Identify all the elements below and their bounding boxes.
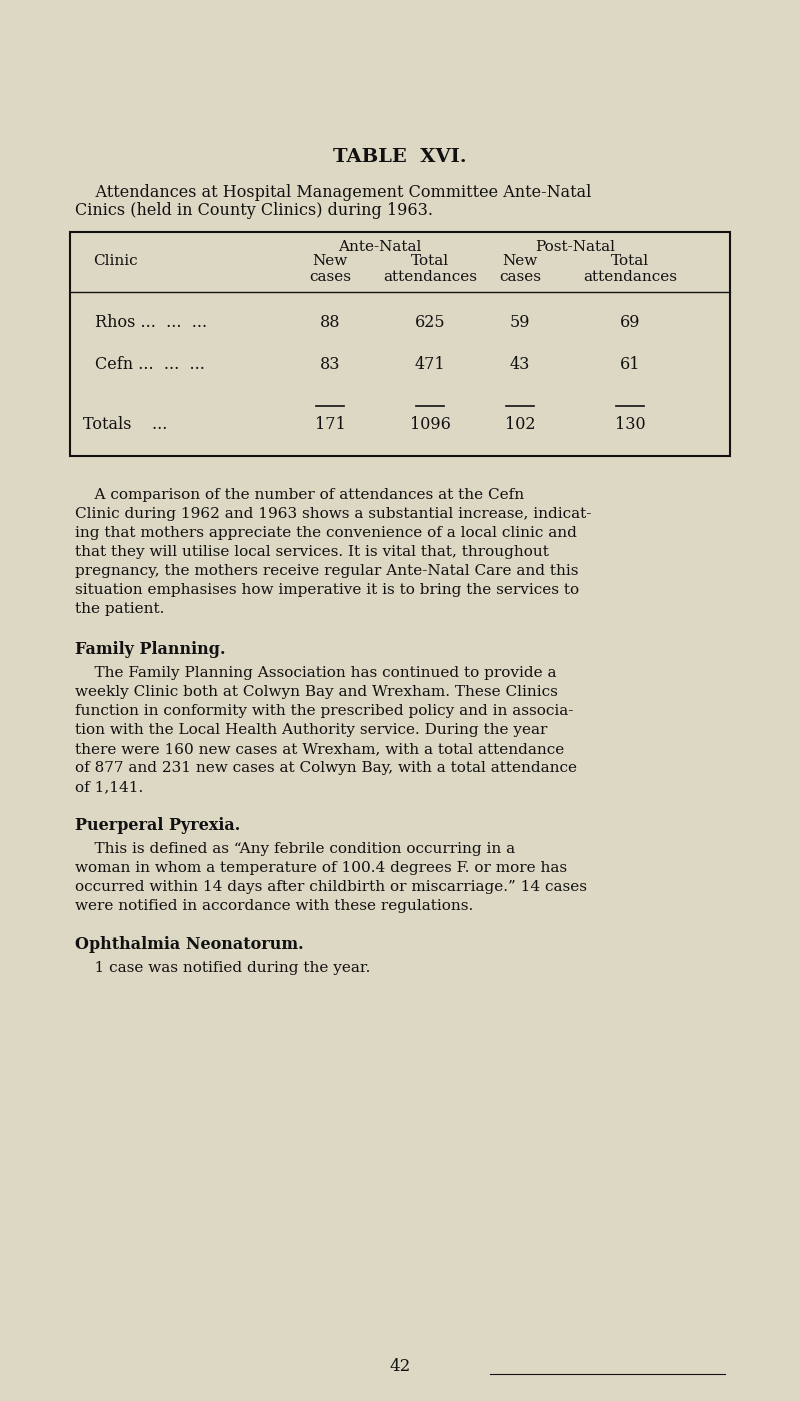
Text: 102: 102 <box>505 416 535 433</box>
Text: The Family Planning Association has continued to provide a: The Family Planning Association has cont… <box>75 665 557 679</box>
Text: 130: 130 <box>614 416 646 433</box>
Text: tion with the Local Health Authority service. During the year: tion with the Local Health Authority ser… <box>75 723 547 737</box>
Text: woman in whom a temperature of 100.4 degrees F. or more has: woman in whom a temperature of 100.4 deg… <box>75 862 567 876</box>
Text: Total
attendances: Total attendances <box>383 254 477 284</box>
Text: Ophthalmia Neonatorum.: Ophthalmia Neonatorum. <box>75 936 304 953</box>
Text: Family Planning.: Family Planning. <box>75 642 226 658</box>
Text: Attendances at Hospital Management Committee Ante-Natal: Attendances at Hospital Management Commi… <box>75 184 591 200</box>
Text: 42: 42 <box>390 1358 410 1374</box>
Text: Clinic during 1962 and 1963 shows a substantial increase, indicat-: Clinic during 1962 and 1963 shows a subs… <box>75 507 591 521</box>
Text: occurred within 14 days after childbirth or miscarriage.” 14 cases: occurred within 14 days after childbirth… <box>75 880 587 894</box>
Text: 59: 59 <box>510 314 530 331</box>
Text: were notified in accordance with these regulations.: were notified in accordance with these r… <box>75 899 474 913</box>
Text: pregnancy, the mothers receive regular Ante-Natal Care and this: pregnancy, the mothers receive regular A… <box>75 565 578 579</box>
Text: Ante-Natal: Ante-Natal <box>338 240 422 254</box>
Text: Totals    ...: Totals ... <box>83 416 167 433</box>
Bar <box>70 233 730 455</box>
Text: of 877 and 231 new cases at Colwyn Bay, with a total attendance: of 877 and 231 new cases at Colwyn Bay, … <box>75 761 577 775</box>
Text: Puerperal Pyrexia.: Puerperal Pyrexia. <box>75 817 240 834</box>
Text: A comparison of the number of attendances at the Cefn: A comparison of the number of attendance… <box>75 488 524 502</box>
Text: New
cases: New cases <box>499 254 541 284</box>
Text: ing that mothers appreciate the convenience of a local clinic and: ing that mothers appreciate the convenie… <box>75 525 577 539</box>
Text: 1 case was notified during the year.: 1 case was notified during the year. <box>75 961 370 975</box>
Text: Clinic: Clinic <box>93 254 138 268</box>
Text: TABLE  XVI.: TABLE XVI. <box>333 149 467 165</box>
Text: Cefn ...  ...  ...: Cefn ... ... ... <box>95 356 205 373</box>
Text: 471: 471 <box>414 356 446 373</box>
Text: function in conformity with the prescribed policy and in associa-: function in conformity with the prescrib… <box>75 703 574 717</box>
Text: that they will utilise local services. It is vital that, throughout: that they will utilise local services. I… <box>75 545 549 559</box>
Text: 83: 83 <box>320 356 340 373</box>
Text: there were 160 new cases at Wrexham, with a total attendance: there were 160 new cases at Wrexham, wit… <box>75 743 564 757</box>
Text: 1096: 1096 <box>410 416 450 433</box>
Text: Cinics (held in County Clinics) during 1963.: Cinics (held in County Clinics) during 1… <box>75 202 433 219</box>
Text: New
cases: New cases <box>309 254 351 284</box>
Text: situation emphasises how imperative it is to bring the services to: situation emphasises how imperative it i… <box>75 583 579 597</box>
Text: 88: 88 <box>320 314 340 331</box>
Text: of 1,141.: of 1,141. <box>75 780 143 794</box>
Text: 61: 61 <box>620 356 640 373</box>
Text: 69: 69 <box>620 314 640 331</box>
Text: Total
attendances: Total attendances <box>583 254 677 284</box>
Text: the patient.: the patient. <box>75 602 164 616</box>
Text: Rhos ...  ...  ...: Rhos ... ... ... <box>95 314 207 331</box>
Text: weekly Clinic both at Colwyn Bay and Wrexham. These Clinics: weekly Clinic both at Colwyn Bay and Wre… <box>75 685 558 699</box>
Text: This is defined as “Any febrile condition occurring in a: This is defined as “Any febrile conditio… <box>75 842 515 856</box>
Text: 43: 43 <box>510 356 530 373</box>
Text: 171: 171 <box>314 416 346 433</box>
Text: Post-Natal: Post-Natal <box>535 240 615 254</box>
Text: 625: 625 <box>414 314 446 331</box>
